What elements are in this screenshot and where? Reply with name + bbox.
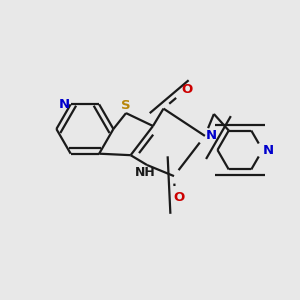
Text: NH: NH: [135, 166, 156, 179]
Text: N: N: [263, 143, 274, 157]
Text: O: O: [174, 191, 185, 204]
Text: N: N: [206, 129, 217, 142]
Text: O: O: [182, 83, 193, 96]
Text: N: N: [59, 98, 70, 111]
Text: S: S: [121, 99, 131, 112]
